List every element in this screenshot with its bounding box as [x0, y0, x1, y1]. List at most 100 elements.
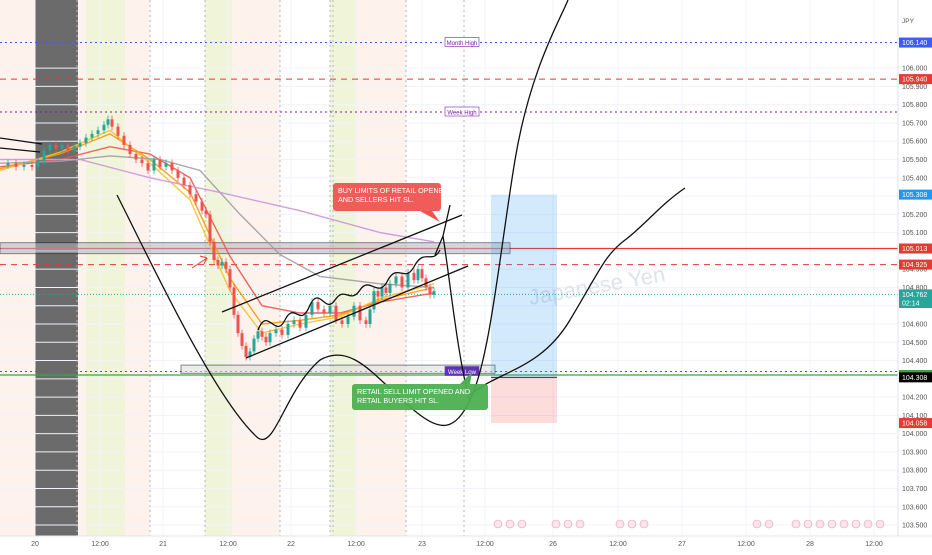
economic-event-icon[interactable] — [863, 519, 873, 529]
annotation-text: RETAIL SELL LIMIT OPENED AND — [357, 387, 470, 396]
price-label: 105.013 — [899, 243, 932, 254]
candle-body — [340, 320, 344, 324]
price-tick-label: 104.900 — [902, 267, 927, 274]
price-tick-label: 105.600 — [902, 139, 927, 146]
time-tick-label: 12:00 — [219, 541, 237, 548]
price-label: 104.058 — [899, 418, 932, 429]
price-label: 02:14 — [899, 297, 932, 308]
projection-path-2 — [469, 187, 686, 396]
economic-event-icon[interactable] — [551, 519, 561, 529]
candle-body — [384, 287, 388, 293]
level-tag-label: Week Low — [448, 370, 477, 376]
annotation-tail — [460, 372, 472, 384]
price-tick-label: 106.000 — [902, 66, 927, 73]
economic-event-icon[interactable] — [627, 519, 637, 529]
price-tick-label: 103.600 — [902, 504, 927, 511]
price-tick-label: 103.500 — [902, 523, 927, 530]
time-tick-label: 26 — [549, 541, 557, 548]
candle-body — [110, 119, 114, 127]
price-label-box — [899, 418, 932, 429]
candle-body — [228, 269, 232, 288]
price-tick-label: 105.500 — [902, 157, 927, 164]
wave-path — [257, 249, 441, 331]
candle-body — [66, 144, 70, 151]
level-tag: Week High — [444, 106, 480, 117]
economic-event-icon[interactable] — [563, 519, 573, 529]
price-tick-label: 104.600 — [902, 322, 927, 329]
time-tick-label: 12:00 — [609, 541, 627, 548]
time-tick-label: 28 — [806, 541, 814, 548]
annotation-text: RETAIL BUYERS HIT SL. — [357, 396, 439, 405]
price-tick-label: 103.700 — [902, 486, 927, 493]
economic-event-icon[interactable] — [827, 519, 837, 529]
price-label-box — [899, 37, 932, 48]
candle-body — [352, 305, 356, 317]
candle-body — [322, 309, 326, 314]
price-tick-label: 105.900 — [902, 84, 927, 91]
candle-body — [264, 336, 268, 343]
session-shading — [0, 0, 406, 536]
candle-body — [164, 163, 168, 167]
annotation-text: BUY LIMITS OF RETAIL OPENED — [338, 186, 449, 195]
price-label-box — [899, 289, 932, 300]
position-zones — [491, 194, 557, 424]
economic-event-icon[interactable] — [752, 519, 762, 529]
candle-body — [394, 276, 398, 284]
economic-event-icon[interactable] — [791, 519, 801, 529]
channel-upper-line — [221, 214, 463, 313]
candle-body — [212, 241, 216, 261]
candle-body — [304, 314, 308, 328]
price-label-box — [899, 297, 932, 308]
price-label-text: 02:14 — [902, 300, 920, 307]
candle-body — [292, 320, 296, 324]
candle-body — [106, 119, 110, 125]
candle-body — [328, 305, 332, 314]
candle-body — [388, 283, 392, 293]
economic-event-icon[interactable] — [575, 519, 585, 529]
session-band — [0, 0, 35, 536]
time-tick-label: 12:00 — [865, 541, 883, 548]
candle-body — [72, 146, 76, 151]
candle-body — [36, 161, 40, 167]
candle-body — [310, 302, 314, 315]
channel-lower-line — [245, 265, 469, 359]
price-label-box — [899, 189, 932, 200]
session-band — [35, 0, 78, 536]
economic-event-icon[interactable] — [875, 519, 885, 529]
candle-body — [248, 351, 252, 357]
price-label-box — [899, 372, 932, 383]
economic-event-icon[interactable] — [803, 519, 813, 529]
arrow-mark — [191, 255, 208, 269]
resistance-box — [0, 242, 511, 255]
level-tag-label: Week High — [447, 111, 476, 117]
time-tick-label: 12:00 — [476, 541, 494, 548]
candle-body — [102, 124, 106, 131]
annotation-box — [333, 183, 441, 211]
economic-event-icon[interactable] — [505, 519, 515, 529]
level-tag-label: Month High — [447, 41, 478, 47]
economic-event-icon[interactable] — [851, 519, 861, 529]
candle-body — [152, 159, 156, 171]
economic-event-icon[interactable] — [615, 519, 625, 529]
price-label: 105.940 — [899, 74, 932, 85]
stop-zone — [491, 377, 557, 424]
candle-body — [364, 320, 368, 324]
time-tick-label: 12:00 — [347, 541, 365, 548]
economic-event-icon[interactable] — [815, 519, 825, 529]
level-tag-box — [444, 106, 480, 117]
economic-event-icon[interactable] — [517, 519, 527, 529]
economic-event-icon[interactable] — [764, 519, 774, 529]
candle-body — [376, 291, 380, 297]
candle-body — [412, 272, 416, 281]
time-tick-label: 27 — [678, 541, 686, 548]
price-label-text: 105.308 — [902, 192, 927, 199]
economic-event-icon[interactable] — [839, 519, 849, 529]
economic-event-icon[interactable] — [639, 519, 649, 529]
economic-event-icon[interactable] — [493, 519, 503, 529]
time-axis: 20 12:00 21 12:00 22 12:00 23 12:00 26 12:00 27 12:… — [0, 519, 932, 550]
price-tick-label: 104.800 — [902, 285, 927, 292]
time-tick-label: 21 — [159, 541, 167, 548]
